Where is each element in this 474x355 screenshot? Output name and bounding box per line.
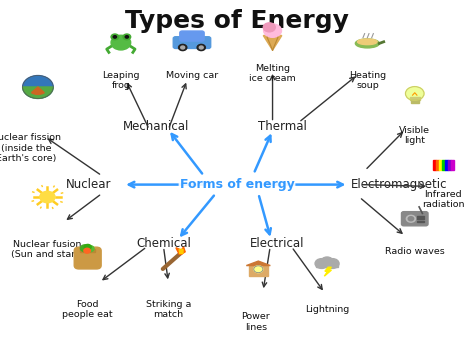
- Circle shape: [408, 217, 414, 221]
- Circle shape: [111, 35, 131, 50]
- Wedge shape: [23, 87, 53, 98]
- Bar: [436, 160, 438, 170]
- Circle shape: [84, 244, 91, 250]
- Polygon shape: [324, 267, 331, 276]
- Circle shape: [181, 46, 185, 49]
- FancyBboxPatch shape: [401, 212, 428, 226]
- Text: Infrared
radiation: Infrared radiation: [422, 190, 465, 209]
- Bar: [417, 218, 424, 219]
- Text: Electrical: Electrical: [250, 237, 304, 250]
- FancyBboxPatch shape: [74, 247, 101, 269]
- Text: Thermal: Thermal: [257, 120, 307, 132]
- Wedge shape: [32, 87, 44, 94]
- Bar: [442, 160, 445, 170]
- Text: Melting
ice cream: Melting ice cream: [249, 64, 296, 83]
- Bar: [451, 160, 454, 170]
- Text: Types of Energy: Types of Energy: [125, 9, 349, 33]
- Text: Striking a
match: Striking a match: [146, 300, 191, 320]
- Circle shape: [123, 34, 131, 40]
- Text: Heating
soup: Heating soup: [349, 71, 386, 91]
- Circle shape: [125, 36, 128, 38]
- Ellipse shape: [356, 39, 379, 48]
- Bar: [445, 160, 448, 170]
- Circle shape: [111, 34, 118, 40]
- Text: Visible
light: Visible light: [399, 126, 430, 146]
- Text: Mechanical: Mechanical: [123, 120, 190, 132]
- Polygon shape: [263, 36, 282, 50]
- Circle shape: [326, 259, 339, 268]
- Circle shape: [321, 257, 333, 266]
- Circle shape: [406, 215, 416, 222]
- Text: Nuclear: Nuclear: [66, 178, 111, 191]
- Bar: [417, 216, 424, 217]
- Text: Nuclear fission
(inside the
Earth's core): Nuclear fission (inside the Earth's core…: [0, 133, 61, 163]
- Circle shape: [40, 191, 55, 203]
- Text: Chemical: Chemical: [136, 237, 191, 250]
- Polygon shape: [179, 249, 183, 253]
- Bar: [438, 160, 442, 170]
- FancyBboxPatch shape: [411, 100, 419, 103]
- Circle shape: [264, 24, 282, 37]
- Circle shape: [254, 266, 263, 273]
- Bar: [432, 160, 436, 170]
- Ellipse shape: [357, 39, 377, 45]
- FancyBboxPatch shape: [80, 250, 95, 251]
- Circle shape: [86, 246, 94, 252]
- Bar: [448, 160, 451, 170]
- Circle shape: [197, 44, 205, 51]
- Text: Leaping
frog: Leaping frog: [102, 71, 140, 91]
- Polygon shape: [176, 247, 185, 254]
- Bar: [417, 221, 424, 222]
- Text: Electromagnetic: Electromagnetic: [351, 178, 447, 191]
- Text: Food
people eat: Food people eat: [63, 300, 113, 320]
- Circle shape: [199, 46, 203, 49]
- Bar: [316, 263, 338, 267]
- Circle shape: [405, 87, 424, 100]
- FancyBboxPatch shape: [173, 37, 211, 48]
- Circle shape: [179, 44, 187, 51]
- Circle shape: [23, 76, 53, 98]
- Text: Moving car: Moving car: [166, 71, 218, 80]
- Text: Power
lines: Power lines: [242, 312, 270, 332]
- Polygon shape: [246, 261, 270, 266]
- Text: Radio waves: Radio waves: [385, 247, 445, 256]
- Circle shape: [81, 245, 90, 252]
- FancyBboxPatch shape: [180, 31, 204, 41]
- Text: Forms of energy: Forms of energy: [180, 178, 294, 191]
- Circle shape: [113, 36, 117, 38]
- FancyBboxPatch shape: [410, 97, 419, 100]
- Circle shape: [84, 248, 91, 253]
- Circle shape: [263, 23, 275, 32]
- FancyBboxPatch shape: [249, 266, 268, 276]
- Circle shape: [315, 259, 328, 268]
- Text: Nuclear fusion
(Sun and stars): Nuclear fusion (Sun and stars): [11, 240, 84, 259]
- Text: Lightning: Lightning: [305, 305, 349, 314]
